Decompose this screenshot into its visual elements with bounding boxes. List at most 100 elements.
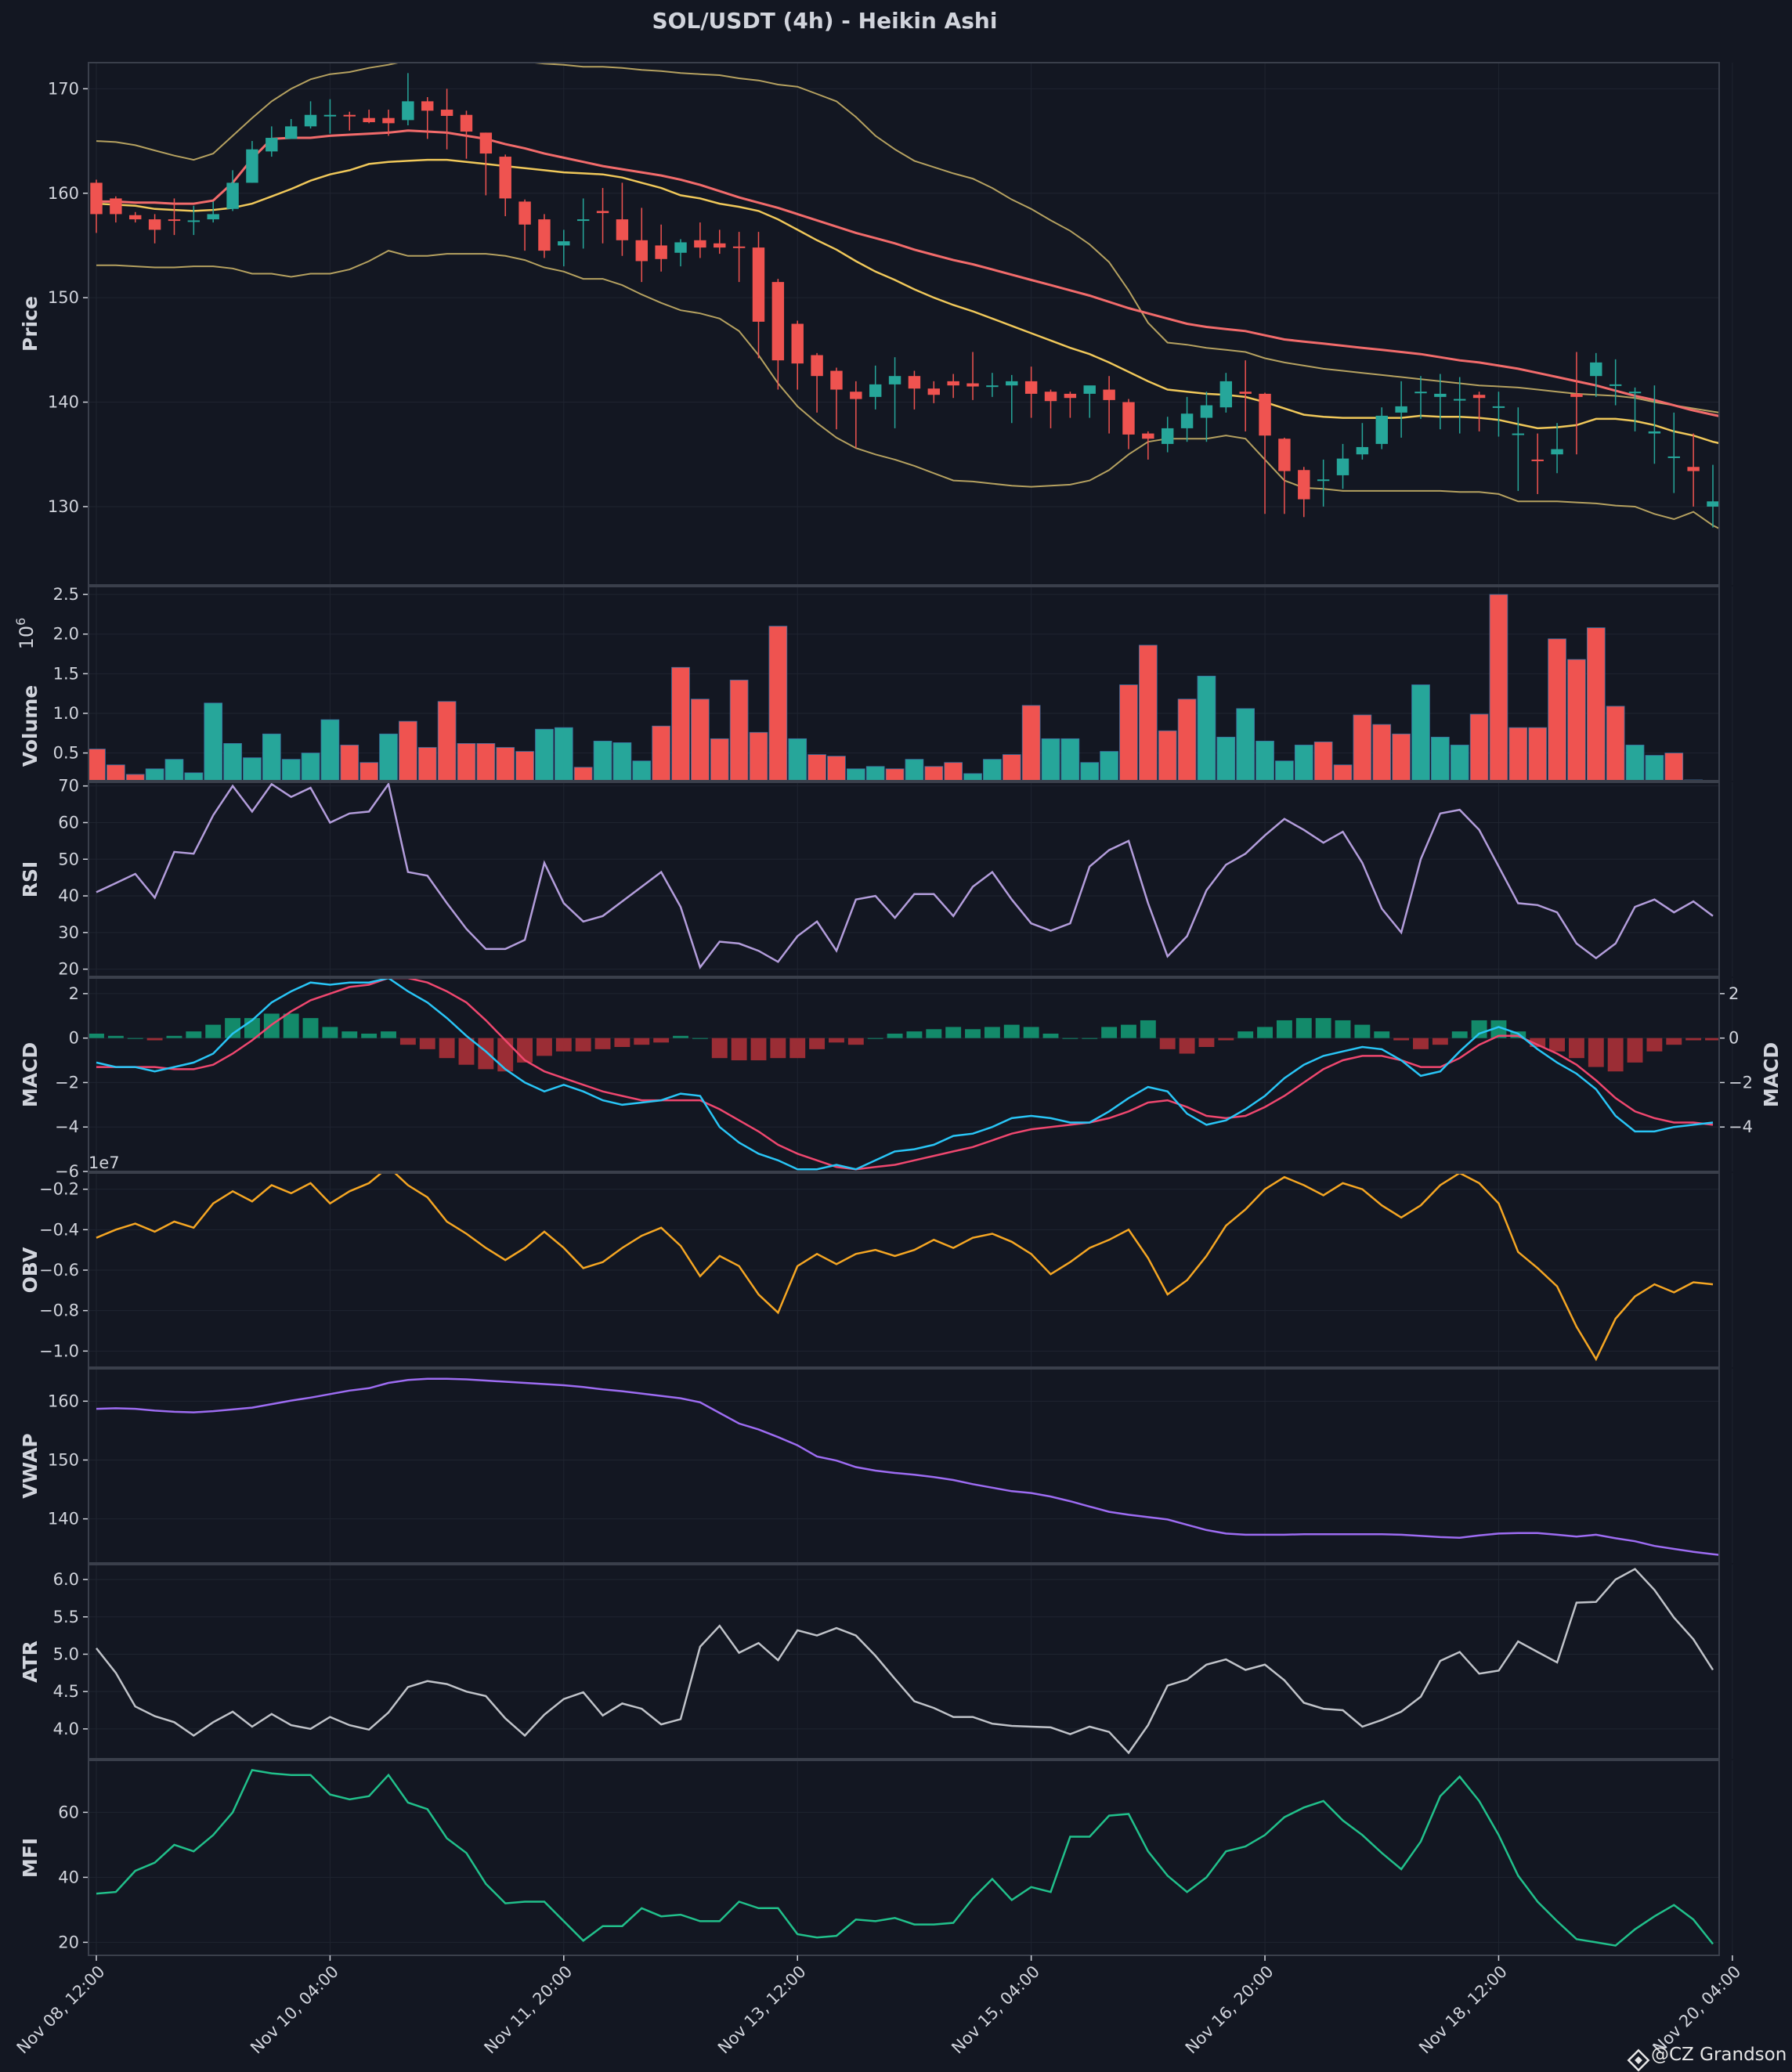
macd-histogram-bar: [1705, 1038, 1719, 1041]
volume-bar: [1586, 627, 1606, 781]
mfi-grid: [89, 1760, 1733, 1955]
macd-histogram-bar: [205, 1024, 222, 1038]
volume-bar: [1431, 736, 1450, 781]
volume-bar: [301, 753, 320, 781]
chart-title: SOL/USDT (4h) - Heikin Ashi: [652, 8, 998, 34]
candle: [986, 373, 999, 397]
candle: [1006, 374, 1018, 424]
macd-histogram-bar: [1237, 1031, 1254, 1038]
macd-ytick-label: −6: [55, 1162, 79, 1181]
candle-body: [1180, 413, 1194, 428]
candle-body: [714, 243, 726, 248]
macd-histogram-bar: [225, 1018, 241, 1038]
macd-ytick-label: −2: [55, 1073, 79, 1092]
bollinger-lower-line: [96, 250, 1719, 529]
candle-body: [323, 114, 337, 117]
candle: [869, 365, 882, 410]
volume-bar: [204, 702, 223, 781]
candle-body: [246, 149, 258, 183]
macd-histogram-bar: [594, 1038, 611, 1049]
volume-bar: [1489, 594, 1508, 781]
volume-bar: [554, 727, 573, 781]
macd-line: [96, 978, 1714, 1171]
candle-body: [986, 385, 999, 388]
volume-bar: [89, 749, 106, 781]
candle-body: [382, 117, 395, 124]
candle-body: [1512, 433, 1525, 435]
obv-ytick-label: −1.0: [39, 1341, 79, 1360]
macd-histogram-bar: [1335, 1020, 1351, 1038]
candle-body: [460, 114, 473, 132]
candle: [1219, 373, 1233, 413]
macd-histogram-bar: [381, 1031, 396, 1038]
macd-plot: [89, 978, 1719, 1171]
macd-histogram-bar: [692, 1038, 708, 1039]
candle: [694, 222, 706, 258]
candle: [1551, 423, 1563, 474]
candle-body: [1122, 402, 1135, 435]
candle-body: [1531, 459, 1544, 461]
macd-histogram-bar: [127, 1038, 143, 1039]
macd-histogram-bar: [458, 1038, 475, 1065]
candle: [323, 99, 337, 134]
candle-body: [1492, 406, 1505, 408]
obv-ytick-label: −0.4: [39, 1220, 79, 1239]
volume-bar: [1255, 740, 1274, 781]
macd-ytick-label: 0: [69, 1029, 79, 1048]
candle: [1590, 352, 1602, 397]
vwap-axis-label: VWAP: [19, 1433, 42, 1498]
candle-body: [304, 114, 317, 127]
candle-body: [635, 240, 648, 262]
macd-histogram-bar: [186, 1031, 202, 1038]
candle-body: [1200, 405, 1213, 418]
candle: [90, 179, 103, 233]
price-axis-label: Price: [19, 296, 42, 352]
candle: [752, 232, 765, 359]
macd-histogram-bar: [984, 1027, 1000, 1038]
macd-panel-frame: [88, 977, 1720, 1172]
obv-panel-frame: [88, 1172, 1720, 1368]
volume-bar: [1353, 714, 1372, 781]
price-grid: [89, 63, 1733, 585]
macd-histogram-bar: [1432, 1038, 1448, 1045]
candle-body: [908, 376, 921, 389]
candle: [1180, 396, 1194, 442]
volume-bar: [457, 743, 476, 781]
candle: [1375, 407, 1388, 449]
macd-histogram-bar: [614, 1038, 630, 1048]
candle-body: [1103, 389, 1115, 400]
macd-histogram-bar: [1140, 1020, 1156, 1038]
candle: [1356, 423, 1369, 460]
candle-body: [402, 101, 414, 121]
macd-histogram-bar: [1627, 1038, 1643, 1063]
volume-bar: [1333, 764, 1353, 781]
candle: [966, 352, 979, 400]
candle-body: [1667, 456, 1680, 458]
candle: [168, 198, 181, 236]
rsi-ytick-label: 30: [58, 923, 79, 942]
obv-axis-label: OBV: [19, 1247, 42, 1293]
candle-body: [187, 220, 201, 222]
volume-bar: [1508, 727, 1528, 781]
candle: [1239, 360, 1252, 431]
volume-bar: [1392, 733, 1411, 781]
candle: [207, 201, 219, 223]
candle-body: [1375, 415, 1388, 444]
candle-body: [1006, 381, 1018, 386]
macd-histogram-bar: [1354, 1024, 1371, 1038]
macd-histogram-bar: [1003, 1024, 1020, 1038]
candle: [1122, 399, 1135, 449]
macd-histogram-bar: [653, 1038, 670, 1043]
candle: [382, 110, 395, 136]
macd-histogram-bar: [731, 1038, 747, 1061]
macd-histogram-bar: [1082, 1038, 1098, 1039]
candle: [1454, 377, 1466, 434]
candle-body: [1239, 392, 1252, 394]
volume-bar: [827, 756, 846, 781]
candle: [1083, 385, 1096, 418]
candle-body: [732, 246, 746, 248]
candle: [110, 196, 122, 223]
candle-body: [1687, 467, 1700, 471]
candle: [596, 188, 609, 244]
obv-exponent-label: 1e7: [89, 1153, 120, 1172]
